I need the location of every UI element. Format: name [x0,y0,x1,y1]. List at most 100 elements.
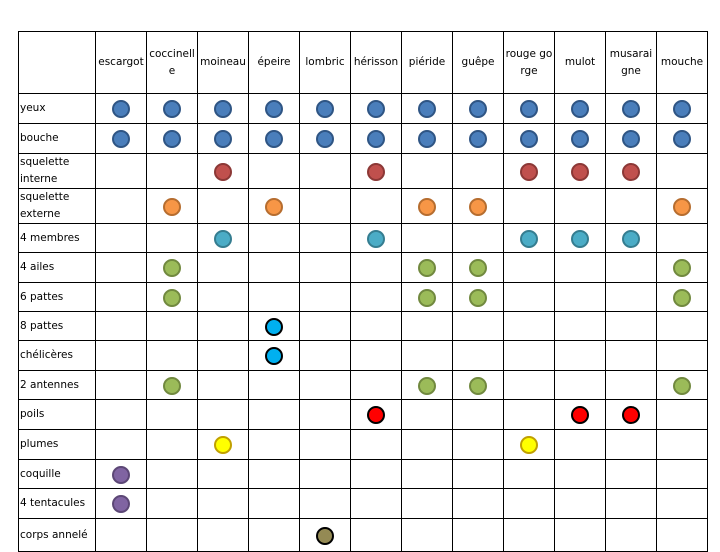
trait-cell [146,188,198,224]
trait-cell [197,123,249,154]
trait-cell [656,311,708,341]
trait-cell [605,399,657,430]
trait-cell [605,488,657,519]
trait-cell [248,429,300,460]
trait-cell [503,223,555,253]
trait-cell [146,252,198,283]
trait-cell [197,518,249,552]
trait-dot [265,100,283,119]
trait-cell [554,518,606,552]
trait-dot [673,259,691,278]
trait-cell [452,153,504,189]
trait-dot [622,406,640,425]
trait-cell [146,223,198,253]
trait-cell [95,282,147,312]
trait-dot [418,130,436,149]
trait-dot [265,197,283,216]
trait-row: 4 tentacules [18,488,708,519]
row-label: yeux [18,93,96,124]
trait-dot [469,130,487,149]
trait-cell [299,370,351,400]
trait-dot [112,130,130,149]
trait-dot [520,100,538,119]
trait-cell [197,429,249,460]
trait-cell [452,340,504,371]
trait-cell [146,311,198,341]
trait-cell [401,153,453,189]
trait-cell [248,340,300,371]
column-header: piéride [401,31,453,94]
trait-cell [605,459,657,489]
trait-cell [350,93,402,124]
trait-cell [95,153,147,189]
trait-dot [520,436,538,455]
trait-cell [299,153,351,189]
trait-cell [503,153,555,189]
trait-cell [656,429,708,460]
trait-dot [163,376,181,395]
trait-cell [299,282,351,312]
trait-dot [520,229,538,248]
trait-dot [163,288,181,307]
trait-cell [248,223,300,253]
trait-cell [350,370,402,400]
trait-row: corps annelé [18,518,708,552]
trait-row: chélicères [18,340,708,371]
trait-dot [112,100,130,119]
trait-cell [197,252,249,283]
trait-cell [401,429,453,460]
column-header: mouche [656,31,708,94]
trait-dot [418,288,436,307]
trait-cell [146,399,198,430]
trait-cell [299,399,351,430]
trait-cell [554,488,606,519]
trait-cell [197,399,249,430]
trait-dot [163,197,181,216]
trait-cell [350,429,402,460]
trait-cell [605,518,657,552]
trait-dot [214,130,232,149]
trait-cell [452,188,504,224]
trait-cell [452,370,504,400]
row-label: plumes [18,429,96,460]
trait-dot [673,100,691,119]
trait-cell [401,399,453,430]
trait-cell [197,340,249,371]
trait-cell [503,282,555,312]
trait-cell [95,488,147,519]
trait-dot [418,100,436,119]
row-label: squelette externe [18,188,96,224]
trait-cell [503,429,555,460]
trait-cell [248,188,300,224]
trait-dot [112,495,130,514]
trait-dot [214,162,232,181]
trait-cell [503,399,555,430]
trait-cell [605,188,657,224]
column-header: lombric [299,31,351,94]
trait-cell [95,123,147,154]
trait-cell [197,311,249,341]
trait-dot [673,197,691,216]
trait-dot [673,376,691,395]
trait-cell [248,153,300,189]
trait-cell [656,282,708,312]
trait-dot [469,288,487,307]
column-header: escargot [95,31,147,94]
trait-dot [469,259,487,278]
trait-cell [452,488,504,519]
trait-cell [299,223,351,253]
trait-cell [554,459,606,489]
trait-cell [197,370,249,400]
column-header: moineau [197,31,249,94]
trait-cell [197,488,249,519]
trait-cell [95,399,147,430]
trait-cell [299,340,351,371]
corner-cell [18,31,96,94]
trait-cell [554,429,606,460]
row-label: squelette interne [18,153,96,189]
traits-table: escargot coccinelle moineau épeire lombric hé… [18,31,708,552]
trait-cell [146,459,198,489]
trait-cell [146,488,198,519]
trait-cell [299,93,351,124]
trait-cell [605,340,657,371]
